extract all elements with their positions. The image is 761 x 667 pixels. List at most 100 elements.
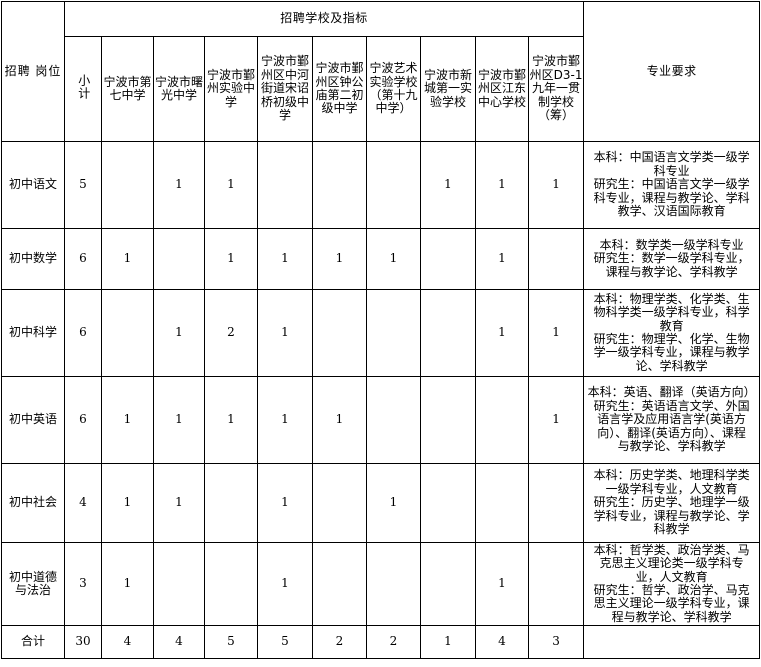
table-row: 初中数学 6 1 1 1 1 1 1 本科：数学类一级学科专业 研究生：数学一级…: [1, 228, 761, 290]
row-count-8: [475, 376, 529, 464]
row-major-requirement: 本科：数学类一级学科专业 研究生：数学一级学科专业， 课程与教学论、学科教学: [583, 228, 761, 290]
row-subtotal: 6: [64, 289, 102, 377]
row-count-3: 1: [204, 141, 258, 229]
row-post-label: 初中道德 与法治: [1, 542, 65, 626]
major-line: 本科：物理学类、化学类、生: [593, 291, 750, 306]
total-count-1: 4: [101, 625, 154, 659]
major-line: 论、学科教学: [635, 358, 708, 373]
row-post-label: 初中数学: [1, 228, 65, 290]
major-line: 研究生：中国语言文学一级学: [593, 177, 750, 192]
header-subtotal-label: 小计: [76, 74, 91, 101]
row-count-7: [420, 463, 476, 543]
total-count-4: 5: [257, 625, 313, 659]
total-count-5: 2: [312, 625, 367, 659]
row-count-8: 1: [475, 289, 529, 377]
table-row: 初中道德 与法治 3 1 1 1 本科：哲学类、政治学类、马 克思主义理论类一级…: [1, 542, 761, 626]
major-line: 克思主义理论类一级学科专: [599, 556, 744, 571]
total-count-3: 5: [204, 625, 258, 659]
table-row: 初中社会 4 1 1 1 1 本科：历史学类、地理科学类 一级学科专业，人文教育…: [1, 463, 761, 543]
row-count-1: 1: [101, 228, 154, 290]
major-line: 科专业，课程与教学论、学科: [593, 190, 750, 205]
row-count-8: [475, 463, 529, 543]
row-count-4: 1: [257, 463, 313, 543]
row-post-line: 与法治: [14, 583, 51, 597]
header-school-5: 宁波市鄞州区钟公庙第二初级中学: [312, 36, 367, 142]
row-count-4: 1: [257, 542, 313, 626]
row-subtotal: 3: [64, 542, 102, 626]
row-count-3: [204, 463, 258, 543]
row-count-9: 1: [527, 289, 585, 377]
header-row-schools: 小计 宁波市第七中学 宁波市曙光中学 宁波市鄞州实验中学 宁波市鄞州区中河街道宋…: [2, 36, 760, 142]
row-count-2: 1: [153, 463, 205, 543]
row-count-4: [257, 141, 313, 229]
row-subtotal: 4: [64, 463, 102, 543]
major-line: 本科：英语、翻译（英语方向）: [587, 385, 756, 400]
total-count-9: 3: [527, 625, 585, 659]
row-major-requirement: 本科：历史学类、地理科学类 一级学科专业，人文教育 研究生：历史学、地理学一级 …: [583, 463, 761, 543]
row-count-3: 1: [204, 228, 258, 290]
row-count-5: [312, 542, 367, 626]
row-count-8: 1: [475, 141, 529, 229]
major-line: 一级学科专业，人文教育: [605, 481, 738, 496]
row-count-1: 1: [101, 376, 154, 464]
header-school-7: 宁波市新城第一实验学校: [420, 36, 476, 142]
major-line: 向）、翻译(英语方向）、课程: [597, 425, 746, 440]
row-count-6: [366, 289, 421, 377]
major-line: 学科专业，课程与教学论、学: [593, 508, 750, 523]
total-count-7: 1: [420, 625, 476, 659]
major-line: 研究生：历史学、地理学一级: [593, 495, 750, 510]
header-school-2: 宁波市曙光中学: [153, 36, 205, 142]
major-line: 科教学: [653, 522, 690, 537]
row-count-8: 1: [475, 542, 529, 626]
row-count-1: 1: [101, 463, 154, 543]
row-count-9: 1: [527, 376, 585, 464]
row-count-2: 1: [153, 289, 205, 377]
total-label: 合计: [1, 625, 65, 659]
row-count-2: 1: [153, 141, 205, 229]
major-line: 语言学及应用语言学(英语方: [597, 412, 746, 427]
row-count-9: [527, 228, 585, 290]
row-count-1: [101, 289, 154, 377]
major-line: 研究生：英语语言文学、外国: [593, 398, 750, 413]
header-post-column: 招聘 岗位: [1, 1, 65, 142]
header-subtotal-column: 小计: [64, 36, 102, 142]
row-subtotal: 6: [64, 376, 102, 464]
row-post-line: 初中道德: [8, 569, 57, 584]
row-count-3: 1: [204, 376, 258, 464]
row-major-requirement: 本科：中国语言文学类一级学 科专业 研究生：中国语言文学一级学 科专业，课程与教…: [583, 141, 761, 229]
row-count-9: 1: [527, 141, 585, 229]
total-count-8: 4: [475, 625, 529, 659]
table-row: 初中英语 6 1 1 1 1 1 1 本科：英语、翻译（英语方向） 研究生：英语…: [1, 376, 761, 464]
row-count-6: 1: [366, 228, 421, 290]
row-major-requirement: 本科：哲学类、政治学类、马 克思主义理论类一级学科专 业，人文教育 研究生：哲学…: [583, 542, 761, 626]
row-count-7: [420, 228, 476, 290]
major-line: 研究生：哲学、政治学、马克: [593, 583, 750, 597]
major-line: 研究生：物理学、化学、生物: [593, 332, 750, 346]
row-count-2: 1: [153, 376, 205, 464]
row-count-5: 1: [312, 228, 367, 290]
header-row-top: 招聘 岗位 招聘学校及指标 专业要求: [1, 1, 761, 142]
table-total-row: 合计 30 4 4 5 5 2 2 1 4 3: [1, 625, 761, 659]
major-line: 与教学论、学科教学: [617, 439, 726, 454]
row-count-6: [366, 376, 421, 464]
major-line: 本科：数学类一级学科专业: [599, 237, 744, 252]
header-school-8: 宁波市鄞州区江东中心学校: [475, 36, 529, 142]
row-count-7: 1: [420, 141, 476, 229]
major-line: 思主义理论一级学科专业，课: [593, 596, 750, 611]
row-count-6: [366, 141, 421, 229]
row-count-5: 1: [312, 376, 367, 464]
row-count-6: 1: [366, 463, 421, 543]
row-count-2: [153, 542, 205, 626]
row-post-label: 初中科学: [1, 289, 65, 377]
row-count-7: [420, 542, 476, 626]
major-line: 本科：哲学类、政治学类、马: [593, 542, 750, 557]
major-line: 研究生：数学一级学科专业，: [593, 251, 750, 266]
row-subtotal: 5: [64, 141, 102, 229]
row-count-1: 1: [101, 542, 154, 626]
header-major-column: 专业要求: [583, 1, 761, 142]
table-body: 初中语文 5 1 1 1 1 1 本科：中国语言文学类一级学 科专业 研究生：中…: [1, 141, 761, 659]
header-school-3: 宁波市鄞州实验中学: [204, 36, 258, 142]
row-subtotal: 6: [64, 228, 102, 290]
